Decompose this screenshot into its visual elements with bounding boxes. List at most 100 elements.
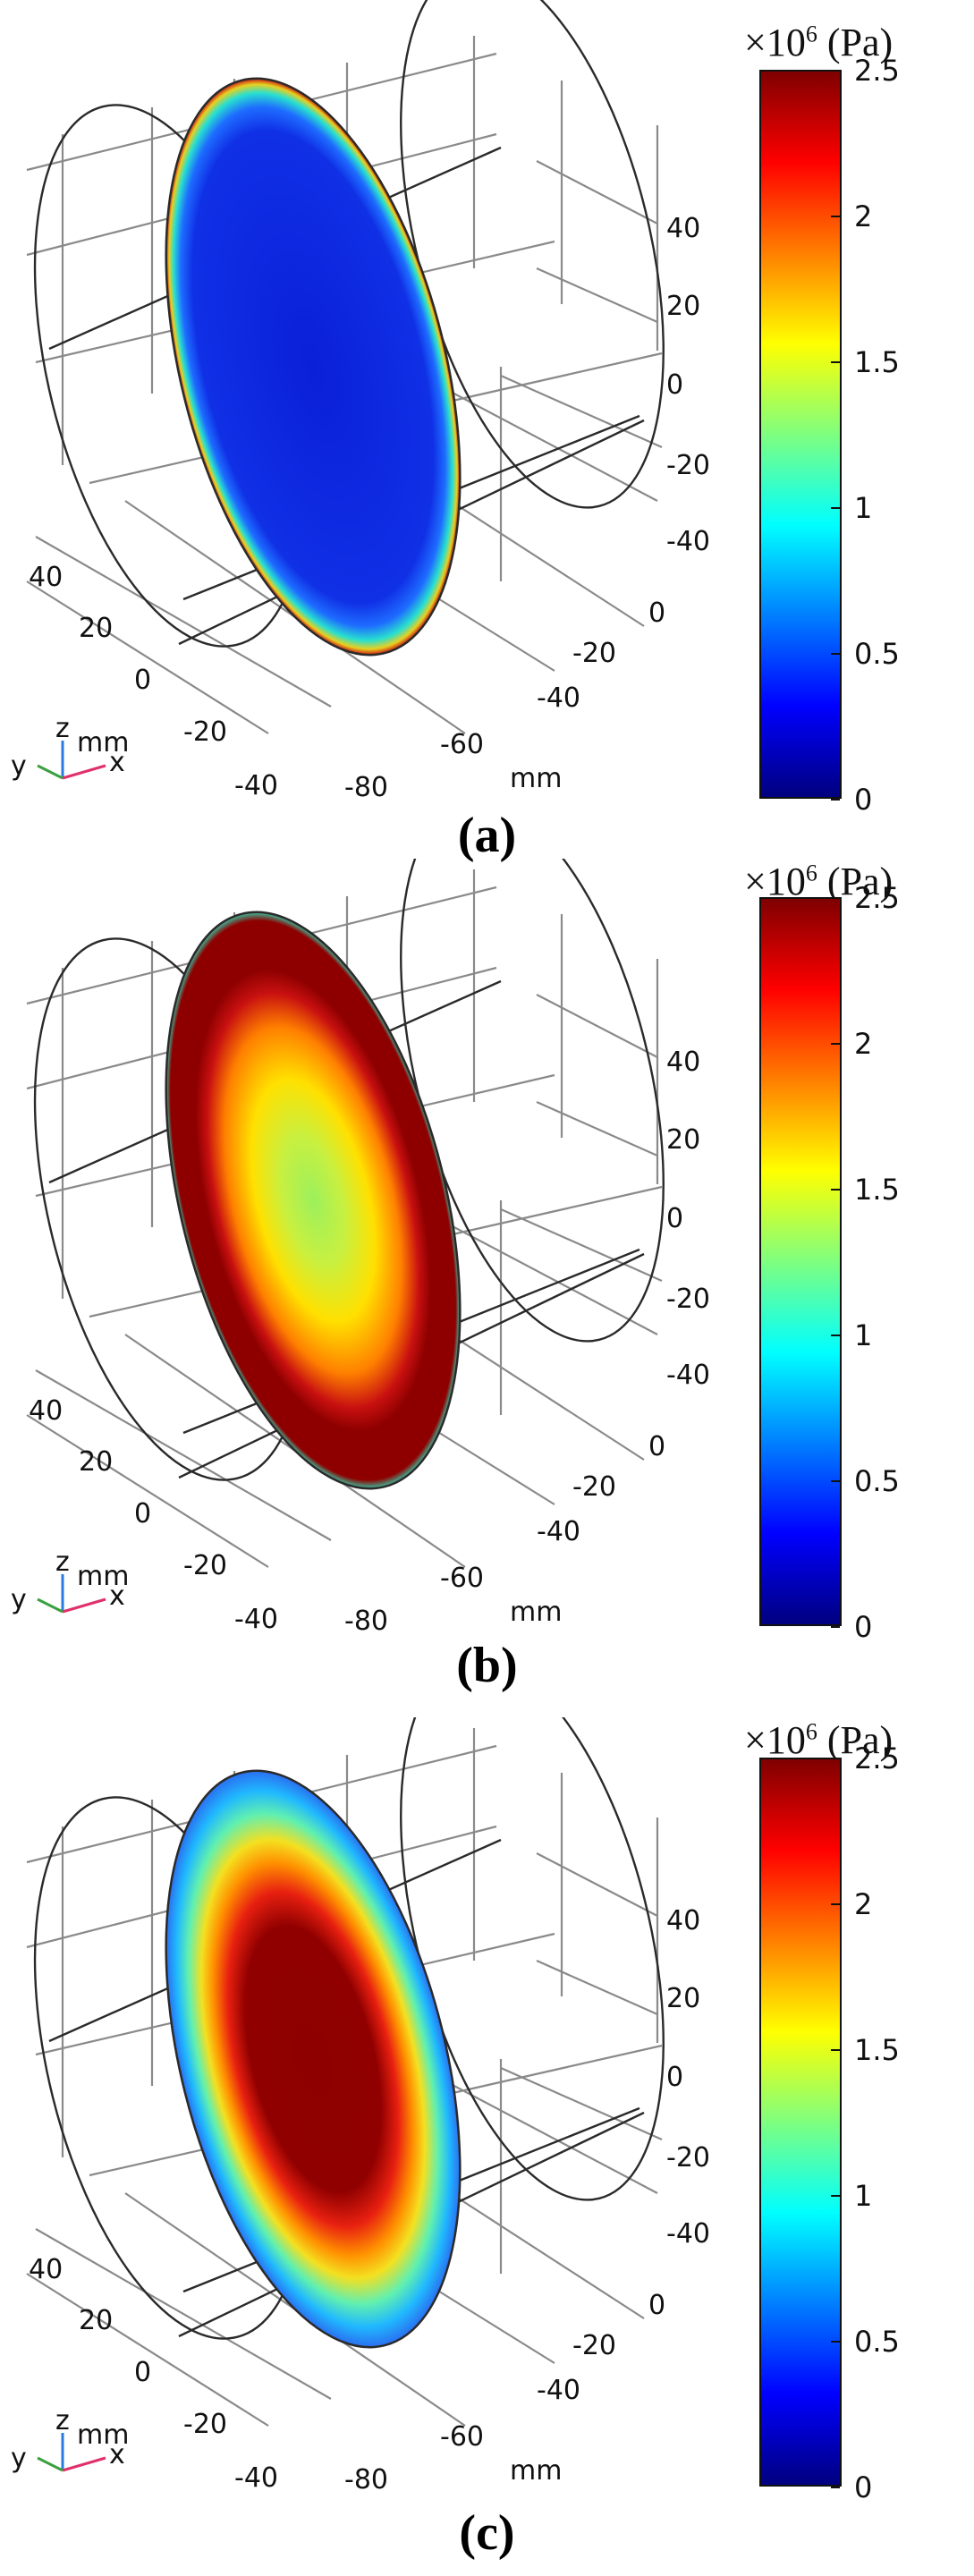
grid-line	[536, 267, 658, 324]
pressure-disk	[165, 77, 462, 657]
colorbar-unit-a: ×106 (Pa)	[744, 21, 894, 64]
z-tick-label: -20	[666, 450, 710, 481]
y-tick-label: 20	[79, 2305, 113, 2336]
scene-3d: 40200-20-4040200-20-40-80-60-40-200mmmzm…	[11, 0, 813, 803]
y-tick-label: -40	[234, 2462, 278, 2494]
y-tick-label: 40	[29, 2254, 63, 2285]
y-tick-label: -40	[234, 1604, 278, 1635]
z-tick-label: 40	[666, 1905, 700, 1936]
z-tick-label: -40	[666, 1360, 710, 1391]
y-tick-label: 20	[79, 613, 113, 644]
grid-line	[419, 375, 658, 502]
colorbar-unit-c: ×106 (Pa)	[744, 1718, 894, 1762]
colorbar-b	[759, 897, 842, 1626]
y-tick-label: 20	[79, 1446, 113, 1478]
z-tick-label: 0	[666, 369, 683, 401]
plot-b: 40200-20-4040200-20-40-80-60-40-200mmmzm…	[11, 859, 813, 1637]
x-tick-label: -20	[572, 1471, 616, 1503]
x-tick-label: -60	[440, 729, 484, 760]
x-tick-label: -40	[537, 2375, 580, 2406]
y-tick-label: 40	[29, 562, 63, 593]
z-tick-label: -40	[666, 2218, 710, 2250]
panel-a: 40200-20-4040200-20-40-80-60-40-200mmmzm…	[0, 0, 974, 863]
x-tick-label: -40	[537, 682, 580, 714]
z-tick-label: -20	[666, 2142, 710, 2174]
triad-y-label: y	[11, 1584, 27, 1615]
triad-y-label: y	[11, 2443, 27, 2474]
y-tick-label: 0	[134, 665, 151, 696]
x-tick-label: -80	[344, 772, 388, 803]
grid-line	[500, 374, 663, 449]
triad-mm-label: mm	[77, 2419, 129, 2451]
grid-line	[536, 1852, 658, 1917]
grid-line	[26, 2273, 269, 2427]
grid-line	[536, 994, 658, 1058]
x-tick-label: 0	[648, 2290, 665, 2321]
grid-line	[419, 1208, 658, 1335]
caption-a: (a)	[457, 808, 517, 863]
triad-mm-label: mm	[77, 727, 129, 758]
triad-z-label: z	[55, 1546, 70, 1578]
y-tick-label: -20	[183, 2409, 227, 2440]
grid-line	[26, 580, 269, 734]
y-tick-label: 40	[29, 1395, 63, 1427]
triad-x-axis	[62, 2456, 106, 2472]
x-tick-label: -80	[344, 1606, 388, 1637]
plot-c: 40200-20-4040200-20-40-80-60-40-200mmmzm…	[11, 1717, 813, 2496]
z-tick-label: -40	[666, 526, 710, 557]
triad-x-axis	[62, 1597, 106, 1614]
grid-line	[536, 1959, 658, 2016]
caption-b: (b)	[456, 1638, 518, 1693]
z-tick-label: 20	[666, 291, 700, 322]
z-tick-label: 0	[666, 1203, 683, 1234]
grid-line	[536, 160, 658, 225]
triad-z-label: z	[55, 713, 70, 744]
x-tick-label: -20	[572, 2330, 616, 2361]
z-tick-label: -20	[666, 1284, 710, 1315]
triad-x-label: x	[109, 2439, 125, 2470]
z-tick-label: 20	[666, 1124, 700, 1156]
grid-line	[419, 2067, 658, 2194]
z-tick-label: 20	[666, 1983, 700, 2014]
x-tick-label: -60	[440, 1563, 484, 1594]
z-tick-label: 40	[666, 213, 700, 244]
x-tick-label: -40	[537, 1516, 580, 1547]
grid-line	[536, 1100, 658, 1157]
colorbar-c	[759, 1758, 842, 2487]
triad-x-label: x	[109, 747, 125, 778]
pressure-disk	[165, 1769, 462, 2349]
y-tick-label: -20	[183, 716, 227, 748]
grid-line	[35, 536, 332, 708]
pressure-disk	[165, 911, 462, 1490]
grid-line	[35, 1369, 332, 1541]
triad-y-axis	[37, 2456, 64, 2472]
triad-z-label: z	[55, 2405, 70, 2436]
axis-triad: z mm y x	[11, 713, 129, 782]
panel-c: 40200-20-4040200-20-40-80-60-40-200mmmzm…	[0, 1717, 974, 2576]
grid-line	[500, 2066, 663, 2141]
caption-c: (c)	[459, 2505, 515, 2561]
triad-x-label: x	[109, 1580, 125, 1612]
triad-mm-label: mm	[77, 1561, 129, 1592]
x-tick-label: 0	[648, 1431, 665, 1462]
panel-b: 40200-20-4040200-20-40-80-60-40-200mmmzm…	[0, 859, 974, 1717]
x-unit-label: mm	[510, 763, 562, 794]
axis-triad: z mm y x	[11, 2405, 129, 2474]
x-tick-label: -60	[440, 2421, 484, 2453]
x-tick-label: -80	[344, 2464, 388, 2496]
scene-3d: 40200-20-4040200-20-40-80-60-40-200mmmzm…	[11, 859, 813, 1637]
x-unit-label: mm	[510, 2455, 562, 2487]
axis-triad: z mm y x	[11, 1546, 129, 1615]
z-tick-label: 0	[666, 2062, 683, 2093]
grid-line	[35, 2228, 332, 2400]
x-tick-label: 0	[648, 597, 665, 629]
x-unit-label: mm	[510, 1597, 562, 1628]
z-tick-label: 40	[666, 1046, 700, 1078]
y-tick-label: -40	[234, 770, 278, 801]
y-tick-label: 0	[134, 1498, 151, 1530]
triad-x-axis	[62, 764, 106, 780]
scene-3d: 40200-20-4040200-20-40-80-60-40-200mmmzm…	[11, 1717, 813, 2496]
grid-line	[26, 1414, 269, 1568]
